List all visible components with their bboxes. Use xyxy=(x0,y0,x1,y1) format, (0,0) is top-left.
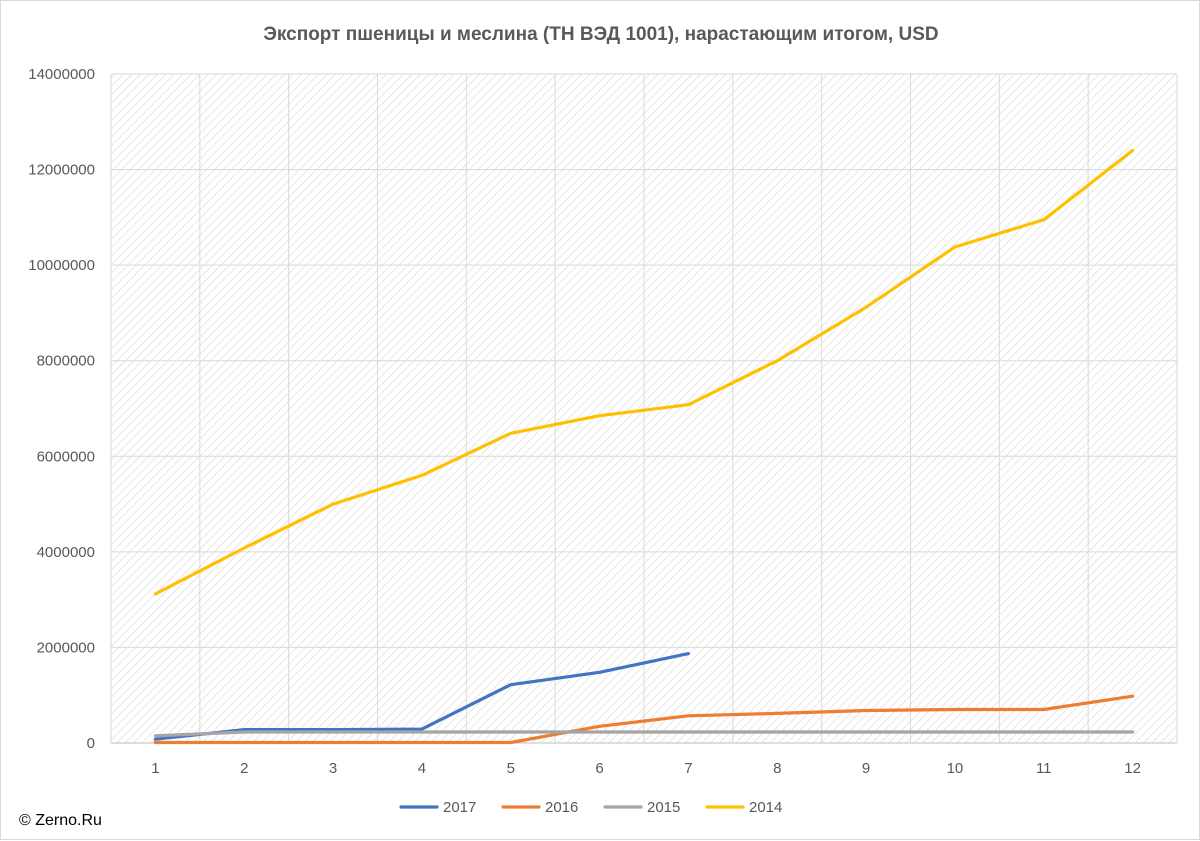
x-axis: 1 2 3 4 5 6 7 8 9 10 11 12 xyxy=(151,760,1141,777)
series-line-2016 xyxy=(153,694,1135,745)
x-tick-label: 3 xyxy=(329,760,337,777)
x-tick-label: 9 xyxy=(862,760,870,777)
x-tick-label: 7 xyxy=(684,760,692,777)
legend-label-2016: 2016 xyxy=(545,799,578,816)
legend-label-2014: 2014 xyxy=(749,799,782,816)
y-tick-label: 12000000 xyxy=(28,162,95,179)
x-tick-label: 5 xyxy=(507,760,515,777)
copyright-credit: © Zerno.Ru xyxy=(19,812,102,829)
x-tick-label: 4 xyxy=(418,760,426,777)
y-tick-label: 2000000 xyxy=(37,639,95,656)
y-tick-label: 10000000 xyxy=(28,257,95,274)
y-tick-label: 4000000 xyxy=(37,544,95,561)
y-tick-label: 0 xyxy=(87,735,95,752)
legend: 2017 2016 2015 2014 xyxy=(399,799,782,816)
x-tick-label: 8 xyxy=(773,760,781,777)
grid-lines xyxy=(110,73,1178,744)
x-tick-label: 12 xyxy=(1124,760,1141,777)
legend-label-2015: 2015 xyxy=(647,799,680,816)
y-tick-label: 8000000 xyxy=(37,353,95,370)
series-lines xyxy=(153,148,1135,745)
y-tick-label: 6000000 xyxy=(37,448,95,465)
series-line-2017 xyxy=(153,651,691,741)
y-tick-label: 14000000 xyxy=(28,66,95,83)
legend-label-2017: 2017 xyxy=(443,799,476,816)
y-axis: 0 2000000 4000000 6000000 8000000 10000000 120… xyxy=(28,66,95,752)
x-tick-label: 1 xyxy=(151,760,159,777)
chart-title: Экспорт пшеницы и меслина (ТН ВЭД 1001),… xyxy=(263,24,938,45)
x-tick-label: 6 xyxy=(595,760,603,777)
series-line-2014 xyxy=(153,148,1135,596)
x-tick-label: 2 xyxy=(240,760,248,777)
x-tick-label: 11 xyxy=(1036,760,1052,777)
x-tick-label: 10 xyxy=(947,760,964,777)
series-line-2015 xyxy=(153,730,1135,738)
